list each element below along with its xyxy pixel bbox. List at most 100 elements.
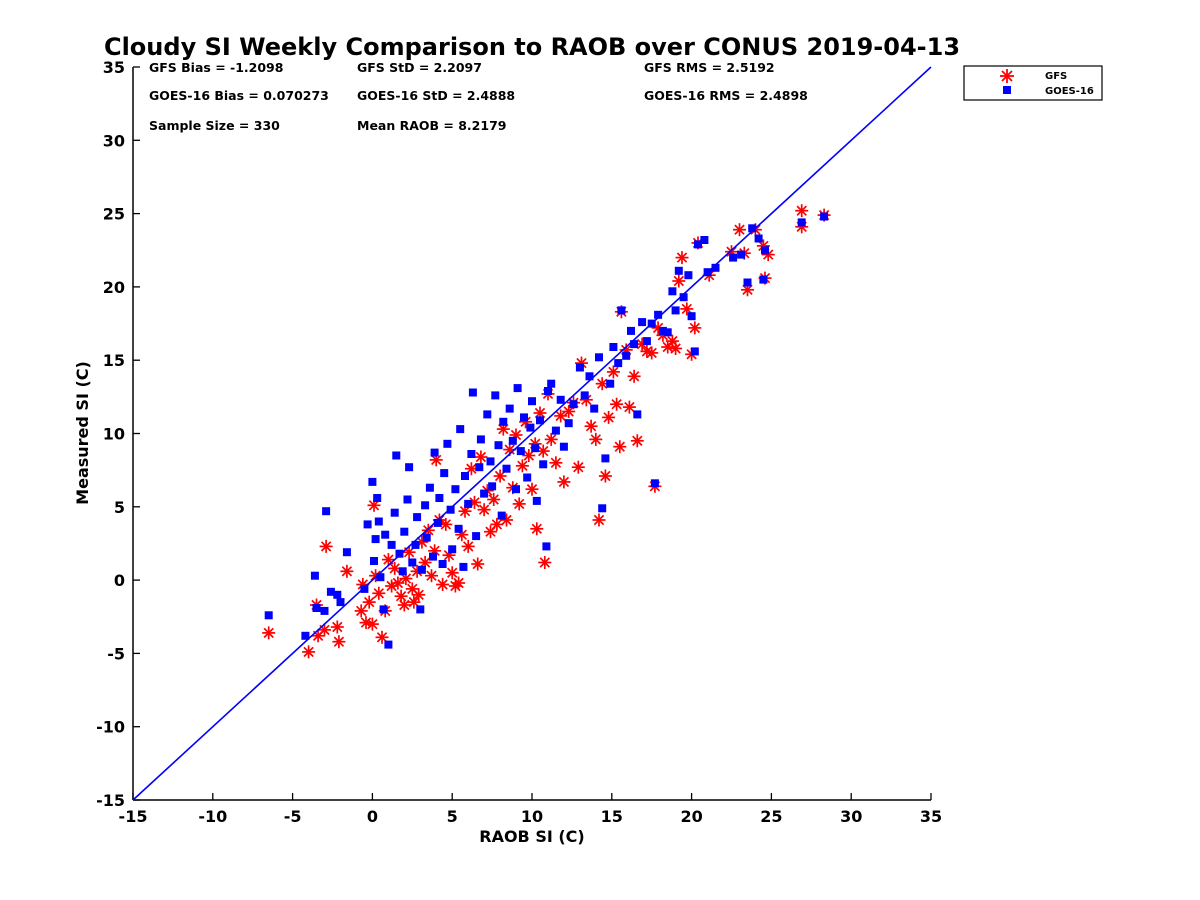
goes-16-point bbox=[416, 605, 425, 614]
series-goes-16 bbox=[264, 212, 829, 649]
goes-16-point bbox=[687, 312, 696, 321]
goes-16-point bbox=[408, 558, 417, 567]
goes-16-point bbox=[405, 463, 414, 472]
goes-16-point bbox=[310, 571, 319, 580]
goes-16-point bbox=[336, 598, 345, 607]
gfs-point bbox=[645, 346, 659, 360]
gfs-point bbox=[436, 578, 450, 591]
gfs-point bbox=[562, 405, 576, 418]
gfs-point bbox=[330, 620, 344, 634]
gfs-point bbox=[630, 434, 644, 448]
legend-gfs-label: GFS bbox=[1045, 71, 1067, 82]
legend-goes-label: GOES-16 bbox=[1045, 86, 1094, 97]
goes-16-point bbox=[440, 469, 449, 478]
stat-gfs-bias: GFS Bias = -1.2098 bbox=[149, 60, 283, 75]
goes-16-point bbox=[435, 494, 444, 502]
goes-16-point bbox=[559, 442, 568, 451]
goes-16-point bbox=[491, 391, 500, 400]
gfs-point bbox=[425, 569, 438, 583]
goes-16-point bbox=[443, 439, 452, 448]
gfs-point bbox=[461, 539, 475, 553]
x-tick-label: -5 bbox=[284, 807, 302, 826]
goes-16-point bbox=[595, 353, 603, 362]
gfs-point bbox=[490, 517, 504, 531]
gfs-point bbox=[381, 553, 395, 567]
gfs-point bbox=[606, 365, 620, 379]
stat-mean-raob: Mean RAOB = 8.2179 bbox=[357, 118, 506, 133]
y-tick-label: 15 bbox=[103, 351, 125, 370]
goes-16-point bbox=[505, 404, 514, 413]
goes-16-point bbox=[499, 417, 508, 426]
gfs-point bbox=[592, 513, 606, 527]
goes-16-point bbox=[564, 419, 573, 428]
goes-16-point bbox=[575, 363, 584, 372]
goes-16-point bbox=[601, 454, 610, 463]
points-layer bbox=[262, 204, 831, 659]
gfs-point bbox=[530, 522, 544, 536]
gfs-point bbox=[675, 251, 689, 265]
goes-16-point bbox=[630, 340, 639, 349]
goes-16-point bbox=[797, 218, 806, 227]
goes-16-point bbox=[737, 250, 746, 259]
x-tick-label: -15 bbox=[119, 807, 148, 826]
y-tick-label: 10 bbox=[103, 425, 125, 444]
goes-16-point bbox=[556, 395, 565, 404]
goes-16-point bbox=[642, 337, 651, 346]
goes-16-point bbox=[700, 236, 709, 244]
goes-16-point bbox=[472, 532, 481, 541]
x-tick-label: 10 bbox=[521, 807, 543, 826]
goes-16-point bbox=[371, 535, 380, 544]
goes-16-point bbox=[528, 397, 536, 406]
goes-16-point bbox=[502, 464, 511, 473]
goes-16-point bbox=[654, 310, 663, 319]
goes-16-point bbox=[461, 472, 469, 480]
goes-16-point bbox=[663, 328, 672, 337]
stat-goes-rms: GOES-16 RMS = 2.4898 bbox=[644, 88, 808, 103]
goes-16-point bbox=[376, 573, 385, 582]
goes-16-point bbox=[430, 448, 439, 457]
goes-16-point bbox=[614, 359, 623, 368]
goes-16-point bbox=[370, 557, 378, 565]
gfs-point bbox=[575, 356, 588, 370]
goes-16-point bbox=[531, 444, 540, 453]
goes-16-point bbox=[459, 562, 468, 571]
goes-16-point bbox=[395, 549, 404, 558]
gfs-point bbox=[515, 459, 529, 473]
goes-16-point bbox=[820, 212, 829, 221]
stat-sample-size: Sample Size = 330 bbox=[149, 118, 280, 133]
gfs-point bbox=[688, 321, 702, 335]
goes-16-point bbox=[494, 441, 503, 450]
goes-16-point bbox=[379, 605, 388, 614]
gfs-point bbox=[680, 302, 694, 316]
goes-16-point bbox=[694, 240, 702, 249]
goes-16-point bbox=[679, 293, 688, 302]
gfs-point bbox=[471, 557, 485, 571]
legend-goes-marker bbox=[1003, 86, 1011, 94]
goes-16-point bbox=[585, 372, 594, 381]
gfs-point bbox=[544, 432, 558, 446]
goes-16-point bbox=[684, 271, 693, 280]
goes-16-point bbox=[456, 425, 465, 434]
x-tick-label: 35 bbox=[920, 807, 942, 826]
gfs-point bbox=[302, 645, 316, 659]
goes-16-point bbox=[513, 384, 522, 393]
gfs-point bbox=[319, 539, 333, 553]
gfs-point bbox=[367, 498, 381, 512]
goes-16-point bbox=[674, 266, 683, 275]
goes-16-point bbox=[658, 326, 667, 335]
x-tick-label: 25 bbox=[760, 807, 782, 826]
legend-box bbox=[963, 65, 1103, 101]
goes-16-point bbox=[373, 494, 382, 502]
goes-16-point bbox=[542, 542, 551, 551]
goes-16-point bbox=[486, 457, 495, 466]
gfs-point bbox=[598, 469, 612, 483]
x-tick-label: 5 bbox=[447, 807, 458, 826]
gfs-point bbox=[613, 440, 627, 454]
goes-16-point bbox=[551, 426, 560, 435]
goes-16-point bbox=[547, 379, 556, 388]
gfs-point bbox=[493, 469, 507, 483]
goes-16-point bbox=[451, 485, 460, 494]
gfs-point bbox=[557, 475, 571, 489]
goes-16-point bbox=[516, 447, 525, 456]
goes-16-point bbox=[483, 410, 492, 419]
